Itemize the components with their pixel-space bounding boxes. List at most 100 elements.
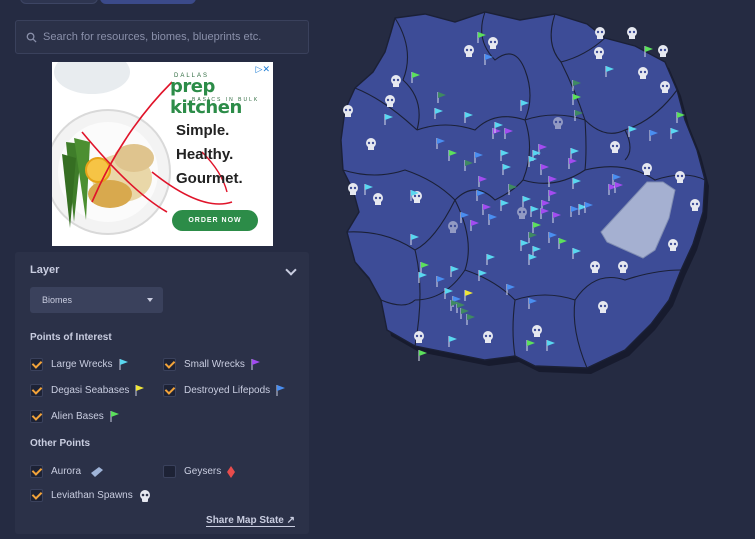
flag-icon[interactable] [502, 164, 511, 175]
flag-icon[interactable] [528, 254, 537, 265]
poi-destroyed-lifepods[interactable]: Destroyed Lifepods [163, 384, 286, 397]
poi-small-wrecks[interactable]: Small Wrecks [163, 358, 260, 371]
other-leviathan-spawns[interactable]: Leviathan Spawns [30, 489, 151, 502]
flag-icon[interactable] [572, 178, 581, 189]
other-aurora[interactable]: Aurora [30, 465, 104, 478]
flag-icon[interactable] [448, 150, 457, 161]
poi-degasi-seabases[interactable]: Degasi Seabases [30, 384, 145, 397]
checkbox[interactable] [163, 358, 176, 371]
flag-icon[interactable] [528, 156, 537, 167]
flag-icon[interactable] [558, 238, 567, 249]
poi-large-wrecks[interactable]: Large Wrecks [30, 358, 128, 371]
flag-icon[interactable] [450, 300, 459, 311]
flag-icon[interactable] [676, 112, 685, 123]
flag-icon[interactable] [530, 206, 539, 217]
flag-icon[interactable] [572, 248, 581, 259]
flag-icon[interactable] [520, 100, 529, 111]
flag-icon[interactable] [384, 114, 393, 125]
flag-icon[interactable] [614, 182, 623, 193]
flag-icon[interactable] [482, 204, 491, 215]
flag-icon[interactable] [532, 222, 541, 233]
flag-icon[interactable] [488, 214, 497, 225]
flag-icon[interactable] [548, 232, 557, 243]
checkbox[interactable] [30, 489, 43, 502]
tab-right-active[interactable] [100, 0, 196, 4]
flag-icon[interactable] [478, 176, 487, 187]
flag-icon[interactable] [572, 80, 581, 91]
tab-left[interactable] [20, 0, 98, 4]
flag-icon[interactable] [568, 158, 577, 169]
chevron-down-icon[interactable] [285, 264, 297, 276]
flag-icon[interactable] [540, 164, 549, 175]
flag-icon[interactable] [474, 152, 483, 163]
flag-icon[interactable] [410, 190, 419, 201]
flag-icon[interactable] [466, 314, 475, 325]
flag-icon[interactable] [436, 276, 445, 287]
flag-icon[interactable] [500, 200, 509, 211]
flag-icon[interactable] [548, 190, 557, 201]
ad-close-icon[interactable]: ▷✕ [255, 64, 270, 74]
flag-icon[interactable] [644, 46, 653, 57]
aurora-marker[interactable] [600, 181, 676, 259]
flag-icon[interactable] [448, 336, 457, 347]
flag-icon[interactable] [476, 190, 485, 201]
poi-alien-bases[interactable]: Alien Bases [30, 410, 119, 423]
flag-icon[interactable] [460, 212, 469, 223]
flag-icon[interactable] [456, 302, 465, 313]
flag-icon[interactable] [418, 350, 427, 361]
flag-icon[interactable] [450, 266, 459, 277]
flag-icon[interactable] [528, 232, 537, 243]
flag-icon[interactable] [628, 126, 637, 137]
flag-icon[interactable] [464, 290, 473, 301]
flag-icon[interactable] [522, 196, 531, 207]
ad-order-button[interactable]: ORDER NOW [172, 210, 258, 231]
flag-icon[interactable] [506, 284, 515, 295]
flag-icon[interactable] [464, 112, 473, 123]
flag-icon[interactable] [570, 148, 579, 159]
flag-icon[interactable] [526, 340, 535, 351]
advertisement[interactable]: ▷✕ DALLAS prep kitchen BASICS IN BULK Si… [52, 62, 273, 246]
checkbox[interactable] [30, 384, 43, 397]
flag-icon[interactable] [520, 240, 529, 251]
checkbox[interactable] [30, 410, 43, 423]
flag-icon[interactable] [508, 184, 517, 195]
flag-icon[interactable] [584, 202, 593, 213]
flag-icon[interactable] [436, 138, 445, 149]
checkbox[interactable] [30, 358, 43, 371]
flag-icon[interactable] [612, 174, 621, 185]
flag-icon[interactable] [548, 176, 557, 187]
checkbox[interactable] [30, 465, 43, 478]
flag-icon[interactable] [464, 160, 473, 171]
flag-icon[interactable] [486, 254, 495, 265]
flag-icon[interactable] [444, 288, 453, 299]
flag-icon[interactable] [540, 208, 549, 219]
flag-icon[interactable] [670, 128, 679, 139]
share-map-state-link[interactable]: Share Map State ↗ [206, 515, 295, 527]
flag-icon[interactable] [477, 32, 486, 43]
flag-icon[interactable] [470, 220, 479, 231]
flag-icon[interactable] [649, 130, 658, 141]
flag-icon[interactable] [605, 66, 614, 77]
flag-icon[interactable] [532, 246, 541, 257]
flag-icon[interactable] [410, 234, 419, 245]
flag-icon[interactable] [364, 184, 373, 195]
flag-icon[interactable] [570, 206, 579, 217]
checkbox[interactable] [163, 384, 176, 397]
other-geysers[interactable]: Geysers [163, 465, 236, 478]
flag-icon[interactable] [478, 270, 487, 281]
flag-icon[interactable] [528, 298, 537, 309]
flag-icon[interactable] [504, 128, 513, 139]
flag-icon[interactable] [411, 72, 420, 83]
flag-icon[interactable] [552, 212, 561, 223]
flag-icon[interactable] [460, 308, 469, 319]
flag-icon[interactable] [572, 94, 581, 105]
flag-icon[interactable] [500, 150, 509, 161]
flag-icon[interactable] [494, 122, 503, 133]
flag-icon[interactable] [546, 340, 555, 351]
search-bar[interactable] [15, 20, 309, 54]
flag-icon[interactable] [437, 92, 446, 103]
flag-icon[interactable] [420, 262, 429, 273]
search-input[interactable] [43, 31, 293, 43]
flag-icon[interactable] [608, 184, 617, 195]
flag-icon[interactable] [574, 110, 583, 121]
